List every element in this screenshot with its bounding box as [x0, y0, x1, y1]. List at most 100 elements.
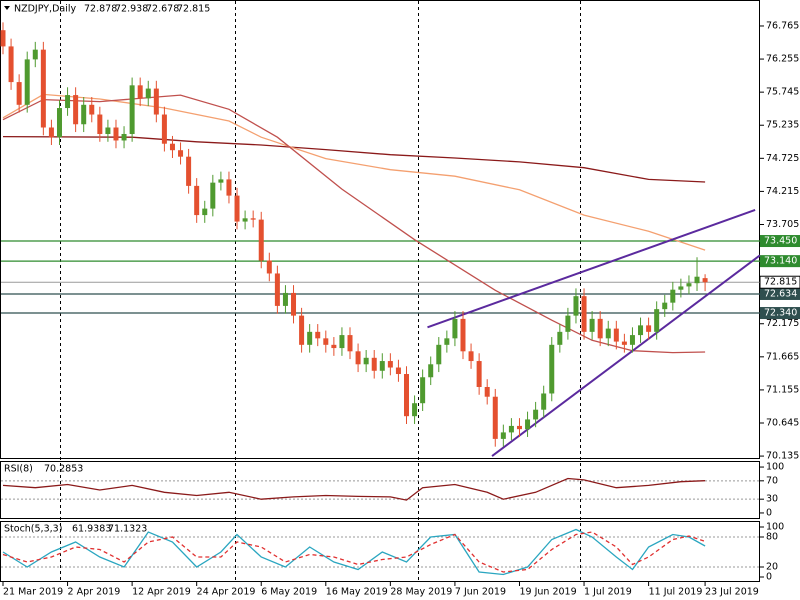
candle-body: [638, 325, 644, 336]
y-tick-label: 71.155: [766, 384, 799, 395]
x-tick-label: 2 Apr 2019: [68, 587, 121, 598]
candle-body: [331, 344, 337, 349]
candle-body: [186, 156, 192, 186]
candle-body: [210, 182, 216, 209]
moving-average: [2, 94, 706, 354]
candle-body: [137, 85, 143, 99]
candle-body: [621, 341, 627, 345]
candle-body: [339, 335, 345, 349]
candle-body: [65, 95, 71, 109]
y-tick-label: 0: [766, 572, 772, 583]
y-tick-label: 100: [766, 462, 784, 473]
candle-body: [8, 46, 14, 83]
candle-body: [387, 361, 393, 368]
candle-body: [218, 179, 224, 183]
candle-body: [444, 338, 450, 345]
level-label: 73.140: [764, 256, 797, 267]
candle-body: [129, 85, 135, 134]
stoch-title: Stoch(5,3,3): [4, 524, 62, 535]
y-tick-label: 20: [766, 562, 778, 573]
y-tick-label: 76.255: [766, 54, 799, 65]
level-label-box: [760, 235, 800, 248]
candle-body: [161, 114, 167, 144]
candle-body: [121, 133, 127, 141]
candle-body: [654, 309, 660, 332]
candle-body: [541, 393, 547, 410]
candle-body: [32, 49, 38, 60]
y-tick-label: 74.215: [766, 186, 799, 197]
ohlc-low: 72.678: [146, 4, 179, 15]
menu-triangle[interactable]: [4, 6, 10, 10]
indicator-line: [2, 531, 706, 573]
symbol-title: NZDJPY,Daily: [14, 4, 76, 15]
candle-body: [379, 361, 385, 371]
candle-body: [670, 289, 676, 303]
ohlc-open: 72.878: [84, 4, 117, 15]
candle-body: [250, 218, 256, 220]
y-tick-label: 75.235: [766, 120, 799, 131]
candle-body: [73, 95, 79, 125]
candle-body: [436, 344, 442, 365]
y-tick-label: 100: [766, 522, 784, 533]
candle-body: [0, 30, 6, 47]
candle-body: [363, 357, 369, 365]
ohlc-close: 72.815: [177, 4, 210, 15]
candle-body: [315, 331, 321, 339]
candle-body: [202, 208, 208, 216]
moving-average: [2, 93, 706, 251]
level-label-box: [760, 255, 800, 268]
y-tick-label: 70.135: [766, 451, 799, 462]
level-label-box: [760, 307, 800, 320]
price-label: 72.815: [764, 277, 797, 288]
y-tick-label: 74.725: [766, 153, 799, 164]
stoch-main-value: 61.9383: [72, 524, 111, 535]
candle-body: [678, 286, 684, 290]
candle-body: [476, 361, 482, 387]
rsi-value: 70.2853: [44, 464, 83, 475]
indicator-line: [2, 477, 706, 501]
candle-body: [242, 218, 248, 222]
candle-body: [694, 276, 700, 284]
candle-body: [468, 351, 474, 362]
x-tick-label: 28 May 2019: [390, 587, 452, 598]
candle-body: [646, 325, 652, 332]
period-separators: [60, 1, 581, 581]
moving-average: [2, 135, 706, 183]
candle-body: [605, 328, 611, 339]
candle-body: [589, 318, 595, 332]
candle-body: [516, 425, 522, 430]
candle-body: [274, 273, 280, 306]
y-tick-label: 0: [766, 507, 772, 518]
y-tick-label: 75.745: [766, 87, 799, 98]
rsi-panel: [0, 461, 760, 519]
y-tick-label: 76.765: [766, 20, 799, 31]
candle-body: [484, 386, 490, 397]
candle-body: [16, 82, 22, 105]
y-tick-label: 80: [766, 532, 778, 543]
candle-body: [500, 432, 506, 439]
candle-body: [581, 296, 587, 332]
candle-body: [525, 419, 531, 430]
y-tick-label: 70: [766, 475, 778, 486]
y-tick-label: 73.705: [766, 219, 799, 230]
x-tick-label: 19 Jun 2019: [519, 587, 576, 598]
candle-body: [452, 318, 458, 339]
candle-body: [347, 335, 353, 352]
candle-body: [81, 104, 87, 125]
candle-body: [573, 296, 579, 316]
candle-body: [323, 338, 329, 345]
x-tick-label: 24 Apr 2019: [197, 587, 256, 598]
candle-body: [226, 179, 232, 196]
candle-body: [56, 108, 62, 138]
x-tick-label: 7 Jun 2019: [455, 587, 506, 598]
candle-body: [395, 367, 401, 375]
candle-body: [178, 150, 184, 157]
candle-body: [549, 344, 555, 394]
candle-body: [169, 143, 175, 151]
candle-body: [557, 331, 563, 345]
candle-body: [460, 318, 466, 352]
candle-body: [662, 302, 668, 310]
candle-body: [371, 357, 377, 371]
